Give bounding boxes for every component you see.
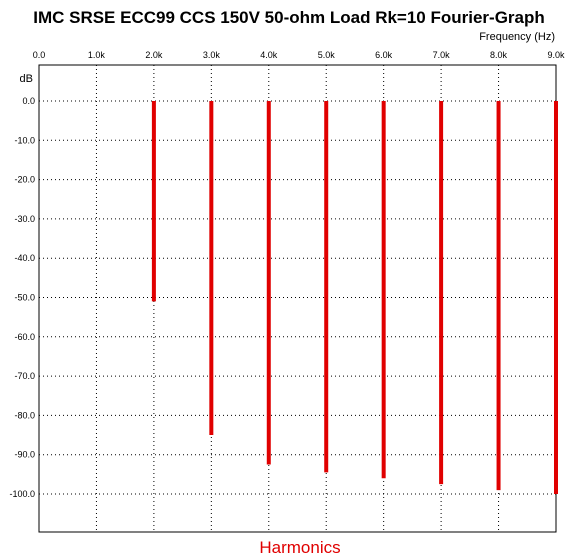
harmonic-bars [151, 101, 558, 494]
y-tick-label: -10.0 [14, 135, 35, 145]
plot-frame [38, 64, 557, 533]
y-tick-label: -70.0 [14, 371, 35, 381]
x-tick-label: 7.0k [433, 50, 451, 60]
x-tick-labels: 0.0 1.0k 2.0k 3.0k 4.0k 5.0k 6.0k 7.0k 8.0k 9.0k [33, 50, 565, 60]
x-tick-label: 1.0k [88, 50, 106, 60]
y-axis-label: dB [20, 73, 33, 85]
y-tick-label: -20.0 [14, 175, 35, 185]
y-tick-labels: 0.0 -10.0 -20.0 -30.0 -40.0 -50.0 -60.0 -70.0 -8… [9, 96, 35, 499]
x-tick-label: 3.0k [203, 50, 221, 60]
x-tick-label: 4.0k [260, 50, 278, 60]
y-tick-label: -40.0 [14, 253, 35, 263]
x-axis-label: Frequency (Hz) [479, 31, 555, 43]
x-tick-label: 9.0k [547, 50, 565, 60]
y-tick-label: -60.0 [14, 332, 35, 342]
chart-title: IMC SRSE ECC99 CCS 150V 50-ohm Load Rk=1… [33, 8, 545, 27]
y-tick-label: -80.0 [14, 410, 35, 420]
y-tick-label: -90.0 [14, 450, 35, 460]
x-tick-label: 0.0 [33, 50, 46, 60]
grid [39, 65, 556, 532]
y-tick-label: 0.0 [22, 96, 35, 106]
y-tick-label: -50.0 [14, 293, 35, 303]
x-tick-label: 5.0k [318, 50, 336, 60]
x-tick-label: 2.0k [145, 50, 163, 60]
y-tick-label: -30.0 [14, 214, 35, 224]
harmonics-label: Harmonics [259, 538, 340, 557]
x-tick-label: 8.0k [490, 50, 508, 60]
x-tick-label: 6.0k [375, 50, 393, 60]
y-tick-label: -100.0 [9, 489, 35, 499]
